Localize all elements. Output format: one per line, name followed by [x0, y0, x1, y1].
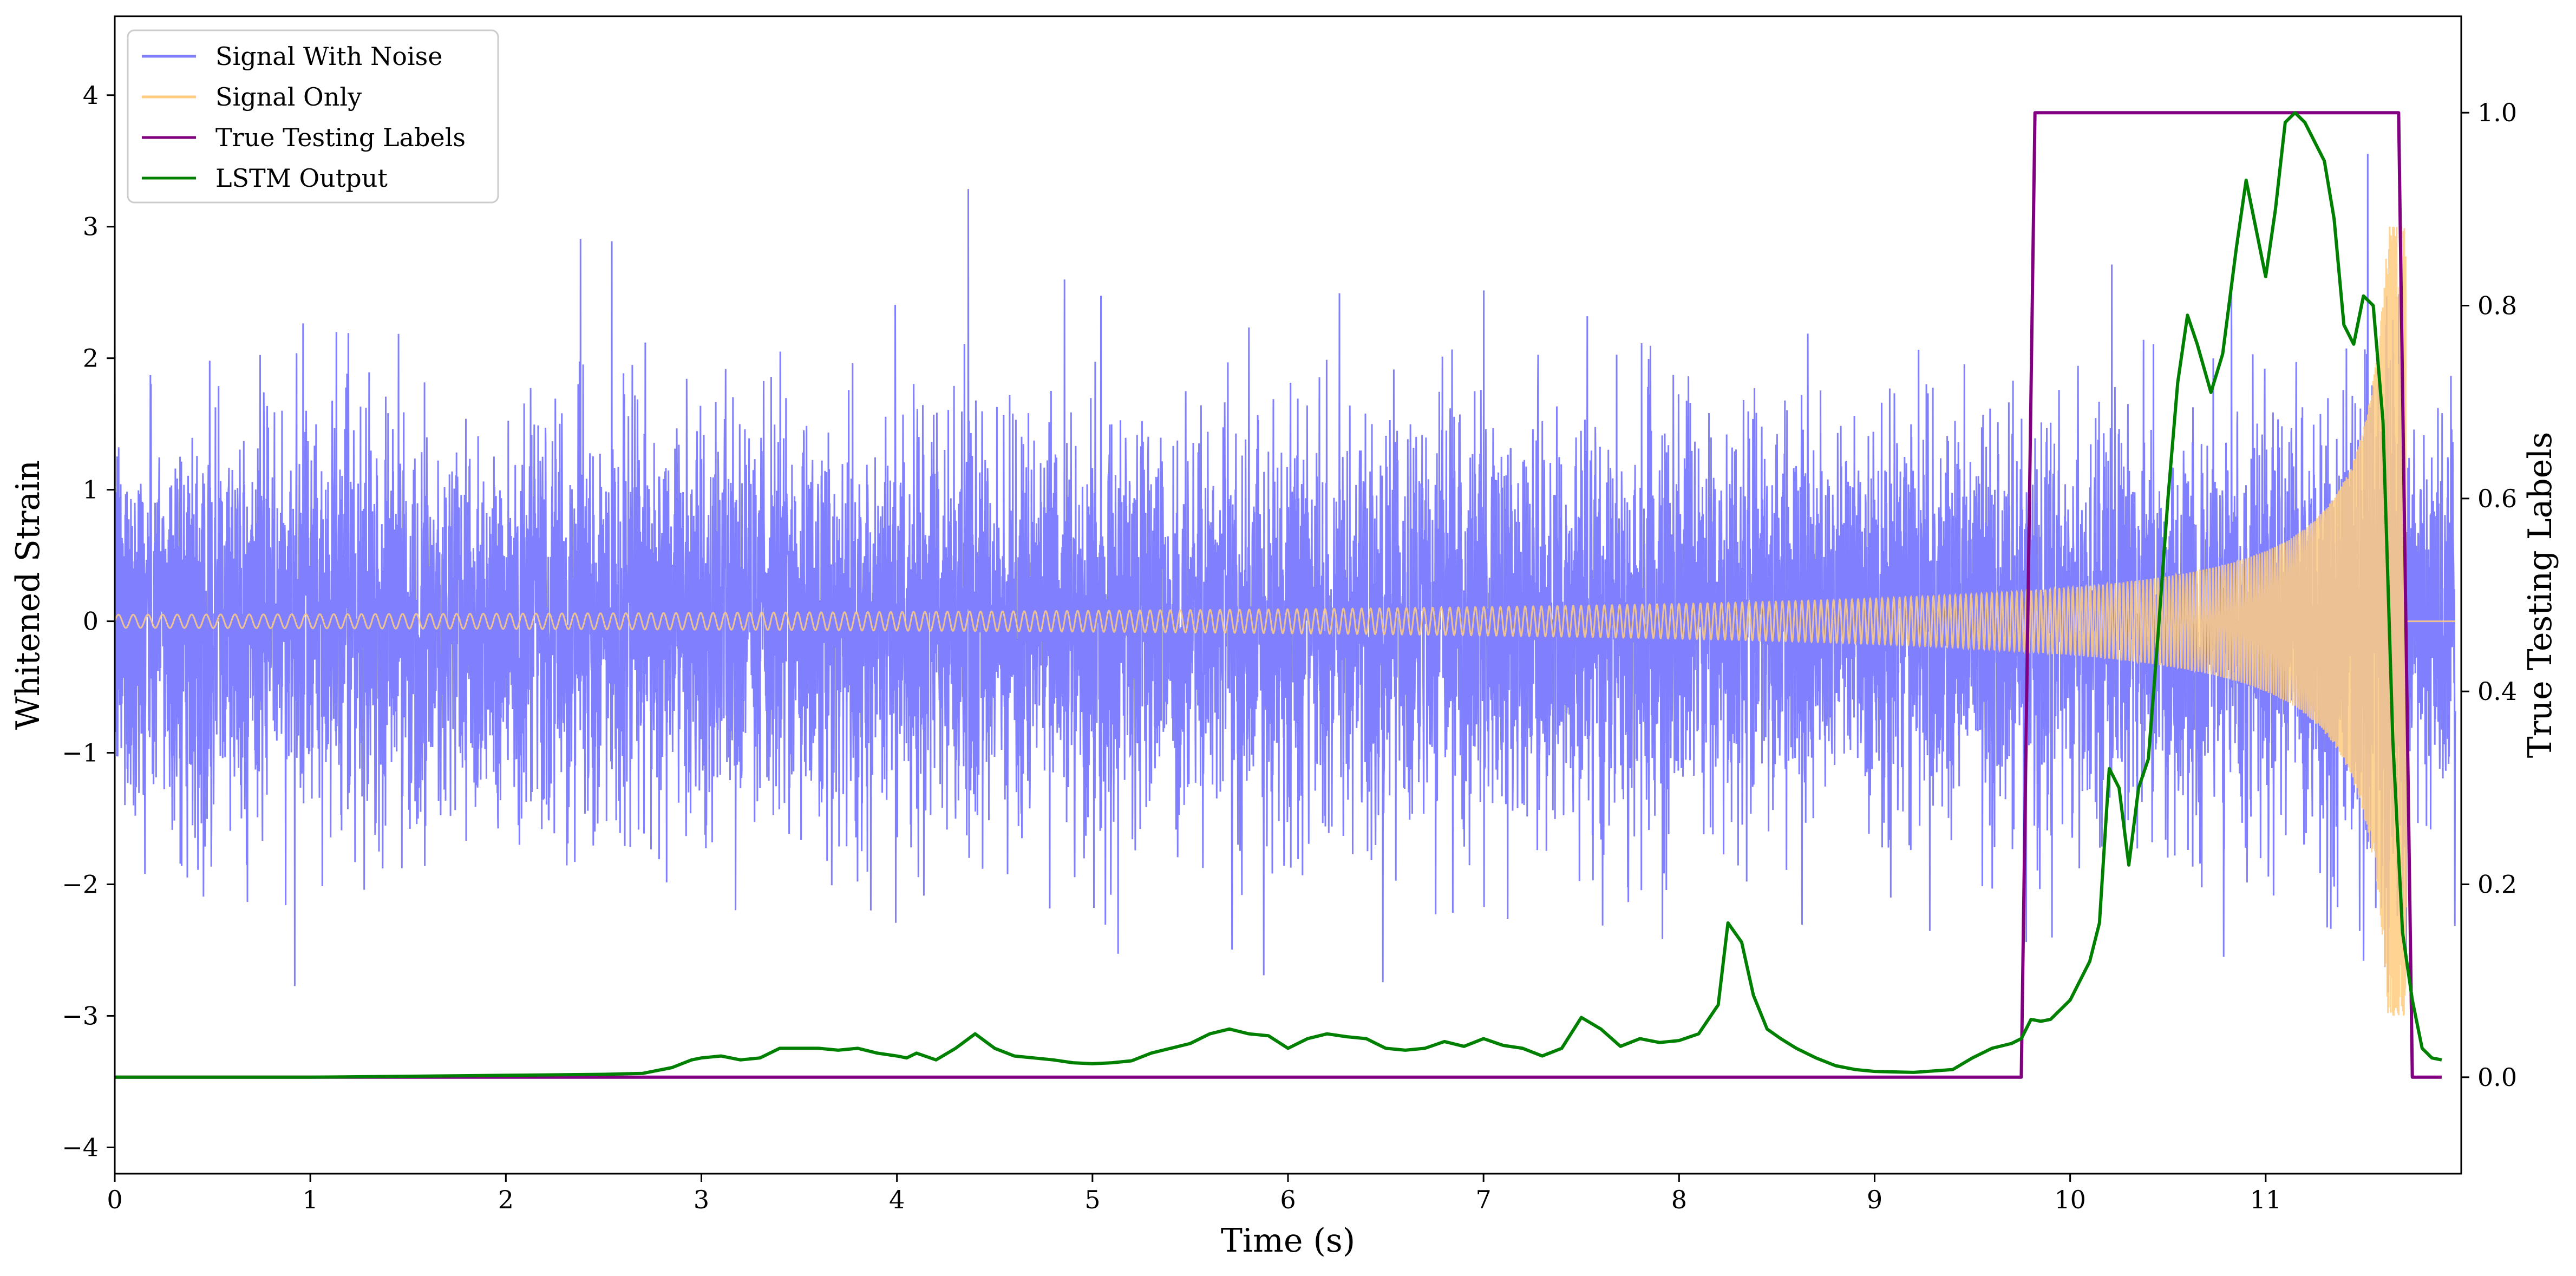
- plot-area: [115, 111, 2456, 1079]
- legend-label-lstm-output: LSTM Output: [215, 163, 388, 193]
- x-tick-label: 6: [1280, 1185, 1296, 1214]
- y-left-tick-label: 1: [83, 475, 99, 505]
- x-tick-label: 2: [498, 1185, 514, 1214]
- y-axis-left-title: Whitened Strain: [9, 460, 47, 730]
- x-tick-label: 7: [1476, 1185, 1492, 1214]
- y-left-tick-label: 3: [83, 212, 99, 241]
- series-true-testing-labels-line: [115, 111, 2442, 1079]
- y-left-tick-label: −1: [62, 738, 99, 768]
- y-left-tick-label: 2: [83, 344, 99, 373]
- series-lstm-output-line: [115, 111, 2442, 1079]
- x-tick-label: 3: [694, 1185, 709, 1214]
- y-left-tick-label: −3: [62, 1001, 99, 1030]
- y-right-tick-label: 0.2: [2477, 870, 2517, 899]
- x-tick-label: 9: [1867, 1185, 1882, 1214]
- x-tick-label: 1: [303, 1185, 318, 1214]
- series-signal-only-line: [115, 226, 2456, 1016]
- y-left-tick-label: −4: [62, 1133, 99, 1162]
- y-left-tick-label: −2: [62, 870, 99, 899]
- series-signal-with-noise-line: [115, 154, 2456, 993]
- legend-box: [127, 29, 499, 204]
- axes-layer: 0 1 2 3 4 5 6 7 8 9 10 11 −4 −3 −2 −1 0 1 2 3 4 0.0 0.2 0.4 0.6 0…: [62, 15, 2517, 1214]
- y-right-tick-label: 0.4: [2477, 677, 2517, 706]
- x-tick-label: 0: [107, 1185, 122, 1214]
- x-tick-label: 10: [2054, 1185, 2086, 1214]
- legend-label-signal-only: Signal Only: [215, 82, 362, 112]
- y-right-tick-label: 1.0: [2477, 98, 2517, 127]
- y-axis-right-title: True Testing Labels: [2521, 432, 2559, 758]
- y-right-tick-label: 0.8: [2477, 291, 2517, 320]
- x-tick-label: 5: [1084, 1185, 1100, 1214]
- x-tick-label: 11: [2250, 1185, 2282, 1214]
- x-tick-label: 8: [1671, 1185, 1687, 1214]
- legend-label-true-testing-labels: True Testing Labels: [215, 123, 466, 152]
- legend-label-signal-with-noise: Signal With Noise: [215, 42, 442, 71]
- y-left-tick-label: 4: [83, 81, 99, 110]
- y-left-tick-label: 0: [83, 607, 99, 636]
- y-right-tick-label: 0.0: [2477, 1063, 2517, 1092]
- x-axis-title: Time (s): [1221, 1222, 1355, 1260]
- legend: Signal With Noise Signal Only True Testing…: [127, 29, 499, 204]
- x-tick-label: 4: [889, 1185, 905, 1214]
- y-right-tick-label: 0.6: [2477, 484, 2517, 513]
